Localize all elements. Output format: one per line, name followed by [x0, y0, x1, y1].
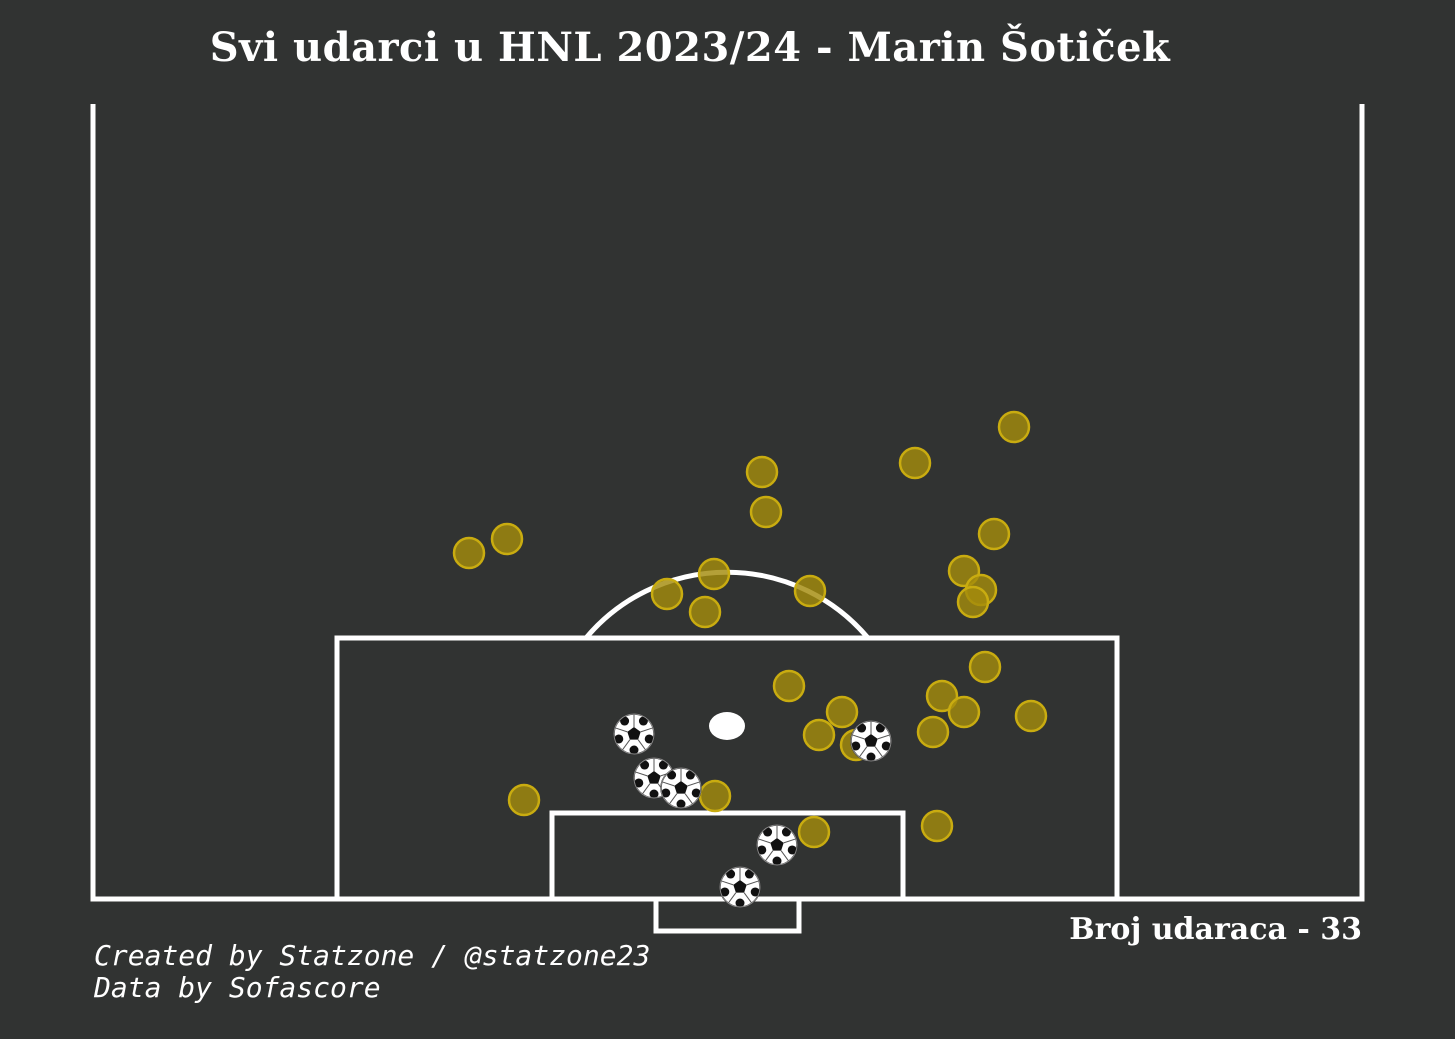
goal-football-icon	[613, 713, 655, 755]
penalty-area	[334, 635, 1120, 902]
shot-marker	[749, 495, 783, 529]
shots-layer	[452, 410, 1048, 908]
shot-marker	[772, 669, 806, 703]
shot-marker	[745, 455, 779, 489]
shot-marker	[797, 815, 831, 849]
shot-marker	[688, 595, 722, 629]
goal-football-icon	[660, 767, 702, 809]
goal-football-icon	[756, 824, 798, 866]
shot-marker	[802, 718, 836, 752]
goal-football-icon	[719, 866, 761, 908]
shot-marker	[968, 650, 1002, 684]
shot-marker	[997, 410, 1031, 444]
shot-marker	[490, 522, 524, 556]
goal-frame	[653, 899, 802, 934]
shot-marker	[947, 695, 981, 729]
shot-marker	[507, 783, 541, 817]
created-by-credit: Created by Statzone / @statzone23	[94, 939, 651, 972]
data-source-credit: Data by Sofascore	[94, 971, 381, 1004]
shot-marker	[956, 585, 990, 619]
shot-marker	[898, 446, 932, 480]
shot-marker	[920, 809, 954, 843]
shot-marker	[977, 517, 1011, 551]
shot-marker	[925, 679, 959, 713]
shot-marker	[825, 695, 859, 729]
shot-marker	[697, 557, 731, 591]
penalty-spot	[709, 712, 745, 740]
goal-football-icon	[850, 720, 892, 762]
shot-marker	[1014, 699, 1048, 733]
shot-marker	[452, 536, 486, 570]
credits: Created by Statzone / @statzone23 Data b…	[94, 940, 650, 1004]
shot-marker	[650, 577, 684, 611]
shot-marker	[793, 574, 827, 608]
chart-title: Svi udarci u HNL 2023/24 - Marin Šotiček	[209, 24, 1171, 71]
shot-marker	[698, 779, 732, 813]
shot-count-label: Broj udaraca - 33	[1069, 912, 1362, 947]
pitch-lines	[90, 104, 1365, 934]
shot-marker	[916, 715, 950, 749]
